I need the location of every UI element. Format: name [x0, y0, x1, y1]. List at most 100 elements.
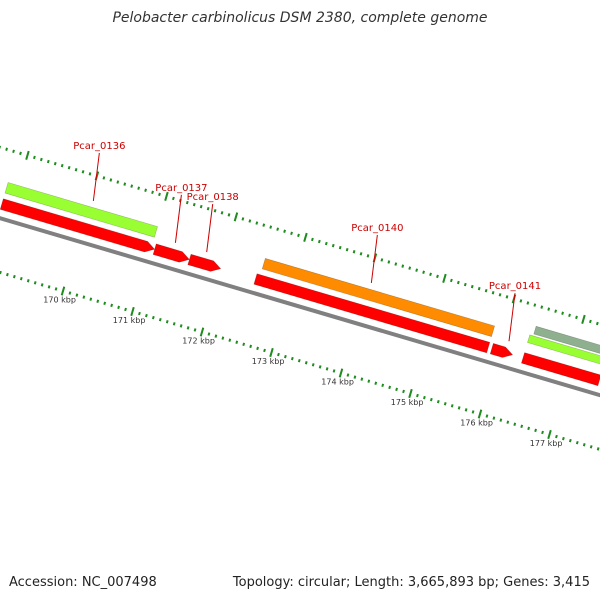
inner-tick [193, 328, 197, 332]
outer-tick [158, 192, 161, 197]
outer-tick [352, 250, 356, 254]
outer-tick [220, 211, 224, 215]
inner-tick [408, 388, 413, 399]
outer-tick [81, 170, 85, 174]
outer-tick [554, 309, 558, 313]
outer-tick [491, 291, 495, 295]
outer-tick [46, 159, 50, 164]
outer-tick [568, 313, 571, 318]
inner-tick [402, 389, 405, 394]
outer-tick [116, 180, 120, 184]
outer-tick [575, 315, 578, 320]
inner-tick [332, 369, 336, 373]
backbone-line [0, 216, 600, 398]
inner-tick [338, 368, 344, 378]
outer-tick [248, 219, 252, 223]
outer-tick [408, 266, 412, 270]
inner-tick [304, 361, 308, 365]
outer-tick [269, 225, 273, 229]
outer-tick [109, 178, 113, 182]
cds-feature-bar [521, 352, 600, 387]
inner-tick [353, 375, 357, 379]
gene-label-leader [206, 203, 214, 253]
inner-tick [541, 430, 544, 435]
outer-tick [67, 165, 71, 170]
outer-tick [39, 157, 43, 162]
inner-tick [506, 420, 510, 424]
map-title: Pelobacter carbinolicus DSM 2380, comple… [112, 10, 488, 26]
outer-tick [331, 243, 335, 248]
outer-tick [456, 280, 460, 285]
inner-tick [311, 363, 315, 367]
gene-bar [4, 182, 158, 238]
inner-tick [423, 395, 426, 400]
inner-tick [582, 443, 586, 447]
kbp-tick-label: 172 kbp [182, 337, 215, 346]
inner-tick [568, 438, 572, 443]
inner-tick [19, 276, 23, 281]
outer-tick [345, 247, 349, 252]
inner-tick [346, 373, 350, 377]
kbp-tick-label: 170 kbp [43, 296, 76, 305]
outer-tick [359, 252, 363, 256]
accession-label: Accession: NC_007498 [9, 575, 157, 590]
inner-tick [172, 322, 176, 326]
inner-tick [381, 383, 385, 388]
gene-label-leader [508, 293, 516, 342]
outer-tick [172, 196, 175, 201]
cds-feature-bar [0, 198, 156, 253]
gene-arrow [152, 243, 190, 263]
inner-tick [450, 404, 454, 408]
outer-tick [151, 190, 154, 195]
inner-tick [325, 367, 329, 371]
gene-label-leader [92, 152, 100, 201]
gene-label: Pcar_0137 [155, 183, 207, 194]
outer-tick [164, 191, 169, 202]
inner-tick [555, 434, 558, 439]
outer-tick [387, 260, 391, 264]
outer-tick [470, 284, 474, 289]
outer-tick [19, 151, 22, 156]
inner-tick [26, 279, 30, 283]
inner-tick [47, 285, 51, 289]
inner-tick [596, 447, 600, 451]
inner-tick [374, 381, 378, 385]
outer-tick [53, 161, 57, 166]
outer-tick [25, 150, 30, 161]
inner-tick [477, 409, 483, 419]
outer-tick [519, 299, 523, 303]
inner-tick [485, 414, 489, 418]
gene-label: Pcar_0141 [489, 281, 541, 292]
inner-tick [492, 416, 496, 420]
outer-tick [589, 319, 592, 324]
outer-tick [533, 303, 537, 307]
inner-tick [513, 422, 517, 426]
inner-tick [457, 406, 461, 410]
gene-arrow [187, 253, 222, 272]
gene-label: Pcar_0138 [187, 192, 239, 203]
outer-tick [255, 221, 259, 225]
inner-tick [117, 305, 120, 310]
inner-tick [367, 379, 371, 383]
inner-tick [318, 365, 322, 369]
gene-bar [261, 258, 495, 337]
inner-tick [290, 356, 294, 361]
inner-tick [436, 399, 440, 404]
outer-tick [233, 212, 239, 222]
outer-tick [33, 155, 36, 160]
outer-tick [366, 254, 370, 258]
inner-tick [527, 426, 531, 431]
outer-tick [185, 200, 189, 205]
outer-tick [303, 232, 308, 243]
inner-tick [499, 418, 503, 422]
inner-tick [207, 332, 211, 336]
kbp-tick-label: 177 kbp [530, 439, 563, 448]
outer-tick [130, 184, 134, 188]
outer-tick [547, 307, 551, 311]
kbp-tick-label: 175 kbp [391, 398, 424, 407]
gene-label: Pcar_0136 [73, 141, 125, 152]
outer-tick [123, 182, 127, 186]
outer-tick [213, 209, 217, 213]
inner-tick [520, 424, 524, 429]
inner-tick [33, 281, 37, 285]
